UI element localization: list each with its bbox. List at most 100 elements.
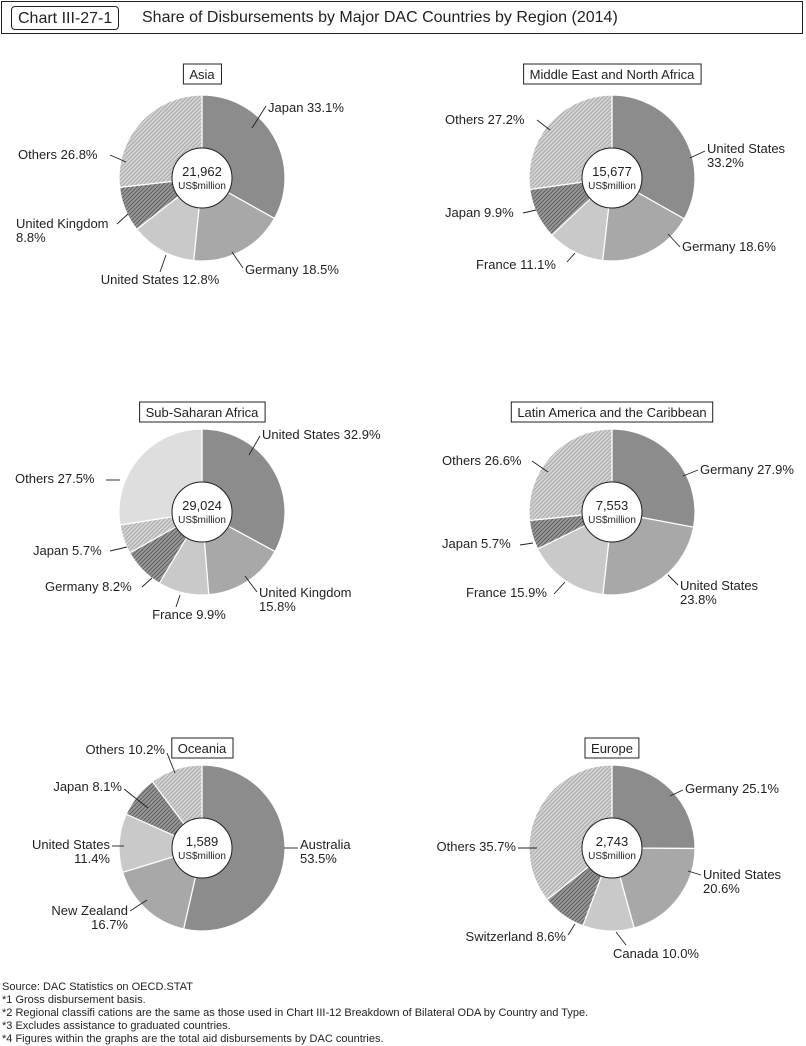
slice-label-others: Others 26.8% [18, 147, 98, 162]
slice-label-others: Others 10.2% [86, 742, 166, 757]
pie-chart-title: Latin America and the Caribbean [517, 405, 706, 420]
leader-line [141, 577, 153, 588]
slice-label-japan: Japan 5.7% [33, 543, 102, 558]
footnote-1: *1 Gross disbursement basis. [2, 994, 146, 1006]
leader-line [251, 105, 267, 129]
pie-chart-title: Europe [591, 741, 633, 756]
pie-chart-asia: 21,962 US$million Asia Japan 33.1% Germany 1… [16, 63, 344, 287]
slice-label-germany: Germany 25.1% [685, 781, 779, 796]
pie-slice-australia [182, 764, 286, 932]
pie-chart-title-box [510, 401, 714, 423]
source-note: Source: DAC Statistics on OECD.STAT [2, 981, 193, 993]
pie-chart-europe: 2,743 US$million Europe Germany 25.1% United… [437, 737, 782, 961]
leader-line [522, 209, 537, 214]
slice-label-france: France 11.1% [476, 257, 556, 272]
pie-center-hole [581, 481, 643, 543]
chart-title: Share of Disbursements by Major DAC Coun… [142, 9, 618, 26]
footnote-2: *2 Regional classifi cations are the sam… [2, 1007, 589, 1019]
slice-label-japan: Japan 33.1% [268, 100, 344, 115]
leader-line [175, 594, 181, 608]
pie-center-hole [171, 481, 233, 543]
footnotes: Source: DAC Statistics on OECD.STAT *1 G… [2, 981, 588, 1046]
slice-label-united-kingdom: United Kingdom 8.8% [16, 216, 109, 245]
leader-line [689, 150, 706, 159]
pie-chart-title: Middle East and North Africa [530, 67, 696, 82]
pie-center-hole [171, 147, 233, 209]
center-total-unit: US$million [588, 515, 636, 526]
leader-line [248, 435, 261, 456]
leader-line [667, 574, 679, 586]
slice-label-france: France 9.9% [152, 607, 226, 622]
center-total-value: 2,743 [596, 834, 629, 849]
pie-charts-grid: 21,962 US$million Asia Japan 33.1% Germany 1… [15, 63, 794, 961]
slice-label-germany: Germany 27.9% [700, 462, 794, 477]
leader-line [123, 788, 149, 809]
pie-chart-title-box [584, 737, 640, 759]
slice-label-australia: Australia 53.5% [300, 837, 351, 866]
leader-line [682, 469, 699, 477]
slice-label-others: Others 27.2% [445, 112, 525, 127]
pie-chart-oceania: 1,589 US$million Oceania Australia 53.5% New … [32, 737, 351, 932]
slice-label-others: Others 27.5% [15, 471, 95, 486]
center-total-unit: US$million [178, 181, 226, 192]
leader-line [116, 213, 129, 225]
pie-chart-title-box [182, 63, 222, 85]
center-total-value: 7,553 [596, 498, 629, 513]
leader-line [615, 931, 627, 946]
pie-slice-others [528, 764, 613, 901]
leader-line [109, 154, 127, 163]
pie-chart-title: Asia [189, 67, 215, 82]
slice-label-others: Others 26.6% [442, 453, 522, 468]
pie-chart-title: Sub-Saharan Africa [146, 405, 260, 420]
slice-label-switzerland: Switzerland 8.6% [466, 929, 567, 944]
slice-label-france: France 15.9% [466, 585, 547, 600]
slice-label-japan: Japan 8.1% [53, 779, 122, 794]
pie-chart-title-box [171, 737, 234, 759]
pie-center-hole [581, 817, 643, 879]
leader-line [566, 252, 576, 263]
leader-line [244, 575, 258, 593]
leader-line [667, 233, 681, 248]
leader-line [553, 581, 566, 595]
slice-label-united-states: United States 12.8% [101, 272, 220, 287]
slice-label-japan: Japan 5.7% [442, 536, 511, 551]
slice-label-canada: Canada 10.0% [613, 946, 699, 961]
pie-chart-title-box [139, 401, 266, 423]
leader-line [129, 899, 148, 912]
footnote-4: *4 Figures within the graphs are the tot… [2, 1033, 384, 1045]
slice-label-united-states: United States 20.6% [703, 867, 782, 896]
slice-label-united-states: United States 23.8% [680, 578, 759, 607]
slice-label-united-states: United States 33.2% [707, 141, 786, 170]
center-total-value: 29,024 [182, 498, 222, 513]
leader-line [519, 542, 534, 546]
center-total-value: 15,677 [592, 164, 632, 179]
center-total-unit: US$million [178, 851, 226, 862]
slice-label-germany: Germany 18.5% [245, 262, 339, 277]
pie-chart-latin-america-and-the-caribbean: 7,553 US$million Latin America and the Car… [442, 401, 794, 607]
leader-line [166, 752, 176, 774]
leader-line [159, 254, 167, 273]
slice-label-japan: Japan 9.9% [445, 205, 514, 220]
center-total-value: 21,962 [182, 164, 222, 179]
pie-center-hole [171, 817, 233, 879]
chart-header: Chart III-27-1 Share of Disbursements by… [1, 1, 803, 34]
leader-line [531, 460, 549, 473]
pie-chart-title-box [523, 63, 702, 85]
slice-label-germany: Germany 18.6% [682, 239, 776, 254]
chart-id-tag: Chart III-27-1 [11, 6, 120, 30]
center-total-value: 1,589 [186, 834, 219, 849]
leader-line [687, 870, 702, 876]
pie-center-hole [581, 147, 643, 209]
pie-chart-middle-east-and-north-africa: 15,677 US$million Middle East and North Af… [445, 63, 786, 272]
footnote-3: *3 Excludes assistance to graduated coun… [2, 1020, 231, 1032]
leader-line [109, 546, 128, 552]
slice-label-united-states: United States 32.9% [262, 427, 381, 442]
leader-line [536, 119, 551, 131]
center-total-unit: US$million [588, 181, 636, 192]
center-total-unit: US$million [588, 851, 636, 862]
slice-label-united-kingdom: United Kingdom 15.8% [259, 585, 352, 614]
slice-label-united-states: United States 11.4% [32, 837, 111, 866]
leader-line [669, 789, 684, 797]
leader-line [567, 923, 576, 936]
